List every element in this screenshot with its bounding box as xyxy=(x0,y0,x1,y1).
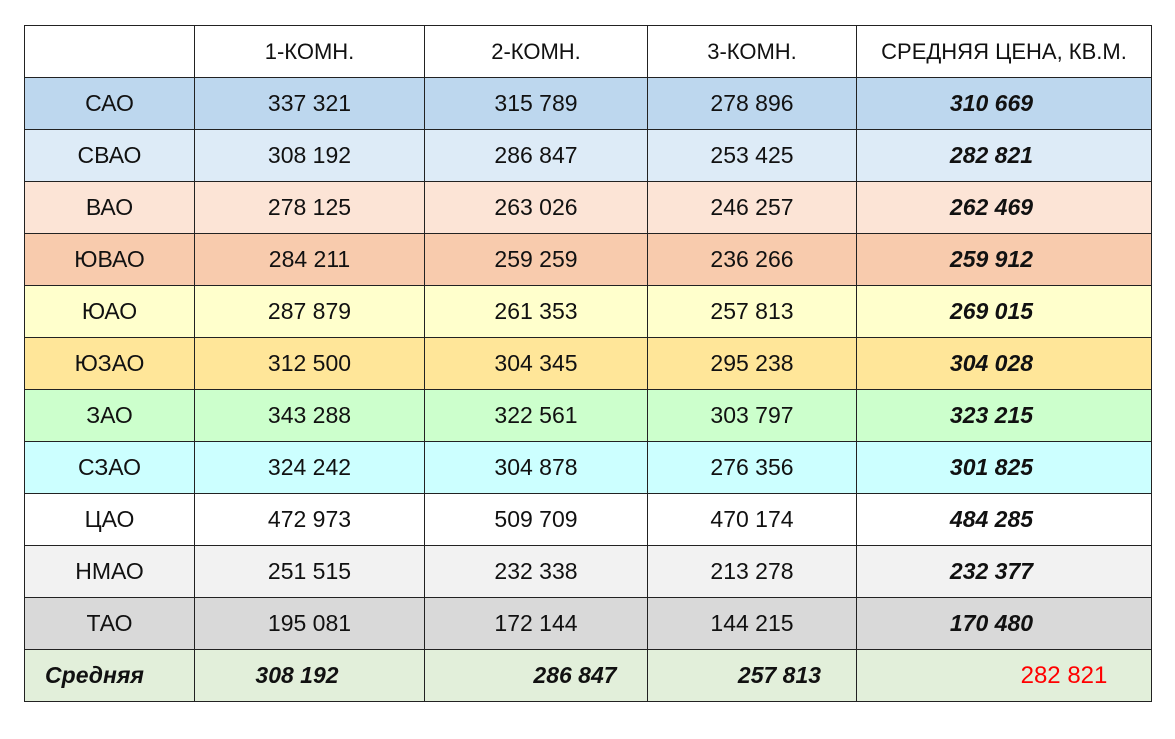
table-row: САО 337 321 315 789 278 896 310 669 xyxy=(24,77,1152,130)
header-row: 1-КОМН. 2-КОМН. 3-КОМН. СРЕДНЯЯ ЦЕНА, КВ… xyxy=(24,25,1152,78)
average-cell: 323 215 xyxy=(856,389,1152,442)
average-cell: 170 480 xyxy=(856,597,1152,650)
header-cell-average: СРЕДНЯЯ ЦЕНА, КВ.М. xyxy=(856,25,1152,78)
price-cell: 144 215 xyxy=(647,597,857,650)
district-cell: ЗАО xyxy=(24,389,195,442)
average-cell: 232 377 xyxy=(856,545,1152,598)
price-cell: 337 321 xyxy=(194,77,425,130)
price-cell: 322 561 xyxy=(424,389,648,442)
price-cell: 470 174 xyxy=(647,493,857,546)
header-cell-2room: 2-КОМН. xyxy=(424,25,648,78)
price-table: 1-КОМН. 2-КОМН. 3-КОМН. СРЕДНЯЯ ЦЕНА, КВ… xyxy=(24,25,1152,702)
table-row: ТАО 195 081 172 144 144 215 170 480 xyxy=(24,597,1152,650)
district-cell: ЦАО xyxy=(24,493,195,546)
average-cell: 262 469 xyxy=(856,181,1152,234)
table-row: ВАО 278 125 263 026 246 257 262 469 xyxy=(24,181,1152,234)
price-cell: 295 238 xyxy=(647,337,857,390)
district-cell: САО xyxy=(24,77,195,130)
price-cell: 195 081 xyxy=(194,597,425,650)
average-cell: 301 825 xyxy=(856,441,1152,494)
price-cell: 251 515 xyxy=(194,545,425,598)
price-cell: 509 709 xyxy=(424,493,648,546)
price-cell: 172 144 xyxy=(424,597,648,650)
table-row: СВАО 308 192 286 847 253 425 282 821 xyxy=(24,129,1152,182)
district-cell: ВАО xyxy=(24,181,195,234)
price-cell: 259 259 xyxy=(424,233,648,286)
average-cell: 269 015 xyxy=(856,285,1152,338)
average-price-cell: 257 813 xyxy=(647,649,857,702)
average-cell: 310 669 xyxy=(856,77,1152,130)
average-row: Средняя 308 192 286 847 257 813 282 821 xyxy=(24,649,1152,702)
header-cell-1room: 1-КОМН. xyxy=(194,25,425,78)
average-cell: 304 028 xyxy=(856,337,1152,390)
price-cell: 232 338 xyxy=(424,545,648,598)
average-cell: 484 285 xyxy=(856,493,1152,546)
district-cell: ЮВАО xyxy=(24,233,195,286)
table-row: СЗАО 324 242 304 878 276 356 301 825 xyxy=(24,441,1152,494)
average-price-cell: 308 192 xyxy=(194,649,425,702)
price-cell: 253 425 xyxy=(647,129,857,182)
table-row: ЮЗАО 312 500 304 345 295 238 304 028 xyxy=(24,337,1152,390)
price-cell: 261 353 xyxy=(424,285,648,338)
price-cell: 278 125 xyxy=(194,181,425,234)
price-cell: 278 896 xyxy=(647,77,857,130)
district-cell: НМАО xyxy=(24,545,195,598)
district-cell: СВАО xyxy=(24,129,195,182)
table-row: ЦАО 472 973 509 709 470 174 484 285 xyxy=(24,493,1152,546)
price-cell: 304 878 xyxy=(424,441,648,494)
header-cell-3room: 3-КОМН. xyxy=(647,25,857,78)
price-cell: 276 356 xyxy=(647,441,857,494)
price-cell: 246 257 xyxy=(647,181,857,234)
average-cell: 282 821 xyxy=(856,129,1152,182)
price-cell: 343 288 xyxy=(194,389,425,442)
average-cell: 259 912 xyxy=(856,233,1152,286)
table-row: ЮВАО 284 211 259 259 236 266 259 912 xyxy=(24,233,1152,286)
price-cell: 472 973 xyxy=(194,493,425,546)
price-cell: 315 789 xyxy=(424,77,648,130)
price-cell: 303 797 xyxy=(647,389,857,442)
price-cell: 312 500 xyxy=(194,337,425,390)
district-cell: СЗАО xyxy=(24,441,195,494)
price-cell: 263 026 xyxy=(424,181,648,234)
price-cell: 284 211 xyxy=(194,233,425,286)
price-cell: 308 192 xyxy=(194,129,425,182)
table-row: ЮАО 287 879 261 353 257 813 269 015 xyxy=(24,285,1152,338)
price-cell: 257 813 xyxy=(647,285,857,338)
header-cell-empty xyxy=(24,25,195,78)
average-price-cell: 286 847 xyxy=(424,649,648,702)
price-cell: 236 266 xyxy=(647,233,857,286)
price-cell: 324 242 xyxy=(194,441,425,494)
price-cell: 286 847 xyxy=(424,129,648,182)
table-row: НМАО 251 515 232 338 213 278 232 377 xyxy=(24,545,1152,598)
district-cell: ЮЗАО xyxy=(24,337,195,390)
overall-average-cell: 282 821 xyxy=(856,649,1152,702)
average-label: Средняя xyxy=(24,649,195,702)
price-cell: 287 879 xyxy=(194,285,425,338)
district-cell: ТАО xyxy=(24,597,195,650)
price-cell: 304 345 xyxy=(424,337,648,390)
district-cell: ЮАО xyxy=(24,285,195,338)
table-row: ЗАО 343 288 322 561 303 797 323 215 xyxy=(24,389,1152,442)
price-cell: 213 278 xyxy=(647,545,857,598)
